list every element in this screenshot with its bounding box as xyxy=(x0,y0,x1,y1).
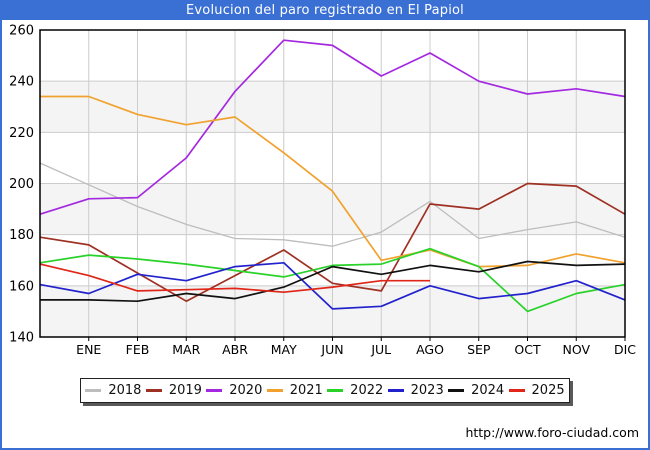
legend-swatch-2018 xyxy=(85,389,102,392)
legend: 2018 2019 2020 2021 2022 2023 2024 2025 xyxy=(80,378,570,403)
series-line-2018 xyxy=(39,162,626,247)
y-tick-label-160: 160 xyxy=(9,279,34,294)
legend-swatch-2023 xyxy=(387,389,404,392)
y-tick-label-220: 220 xyxy=(9,126,34,141)
chart-title-bar: Evolucion del paro registrado en El Papi… xyxy=(2,2,648,20)
y-tick-label-200: 200 xyxy=(9,177,34,192)
x-tick-label-oct: OCT xyxy=(514,342,541,357)
legend-swatch-2024 xyxy=(448,389,465,392)
x-tick-label-may: MAY xyxy=(271,342,297,357)
chart-title: Evolucion del paro registrado en El Papi… xyxy=(186,3,464,18)
legend-swatch-2022 xyxy=(327,389,344,392)
legend-label-2023: 2023 xyxy=(410,383,444,398)
y-tick-label-260: 260 xyxy=(9,24,34,39)
x-tick-label-sep: SEP xyxy=(467,342,491,357)
legend-item-2019: 2019 xyxy=(145,383,202,398)
footer-url: http://www.foro-ciudad.com xyxy=(465,425,639,440)
legend-label-2018: 2018 xyxy=(108,383,142,398)
legend-item-2022: 2022 xyxy=(327,383,383,398)
series-line-2020 xyxy=(39,39,626,216)
legend-item-2021: 2021 xyxy=(266,383,323,398)
x-tick-label-ago: AGO xyxy=(416,342,444,357)
legend-label-2025: 2025 xyxy=(531,383,565,398)
x-tick-label-dic: DIC xyxy=(614,342,636,357)
legend-swatch-2019 xyxy=(145,389,162,392)
y-tick-label-140: 140 xyxy=(9,331,34,346)
x-tick-label-abr: ABR xyxy=(222,342,248,357)
x-tick-label-jul: JUL xyxy=(370,342,391,357)
y-tick-label-180: 180 xyxy=(9,228,34,243)
plot-border xyxy=(39,29,626,338)
legend-label-2020: 2020 xyxy=(229,383,263,398)
x-tick-label-nov: NOV xyxy=(562,342,590,357)
legend-item-2024: 2024 xyxy=(448,383,504,398)
series-line-2021 xyxy=(40,95,626,268)
y-tick-label-240: 240 xyxy=(9,75,34,90)
legend-label-2024: 2024 xyxy=(471,383,505,398)
legend-item-2025: 2025 xyxy=(508,383,565,398)
series-line-2025 xyxy=(39,263,430,294)
legend-label-2021: 2021 xyxy=(289,383,323,398)
x-tick-label-ene: ENE xyxy=(76,342,101,357)
legend-item-2023: 2023 xyxy=(387,383,444,398)
legend-item-2018: 2018 xyxy=(85,383,141,398)
series-line-2019 xyxy=(39,182,626,303)
legend-item-2020: 2020 xyxy=(206,383,262,398)
legend-swatch-2021 xyxy=(266,389,283,392)
legend-label-2022: 2022 xyxy=(350,383,384,398)
x-tick-label-jun: JUN xyxy=(320,342,343,357)
legend-swatch-2025 xyxy=(508,389,525,392)
series-line-2022 xyxy=(39,247,626,313)
series-line-2024 xyxy=(40,260,626,303)
legend-label-2019: 2019 xyxy=(168,383,202,398)
series-line-2023 xyxy=(39,261,626,310)
legend-swatch-2020 xyxy=(206,389,223,392)
x-tick-label-feb: FEB xyxy=(126,342,150,357)
x-tick-label-mar: MAR xyxy=(172,342,200,357)
